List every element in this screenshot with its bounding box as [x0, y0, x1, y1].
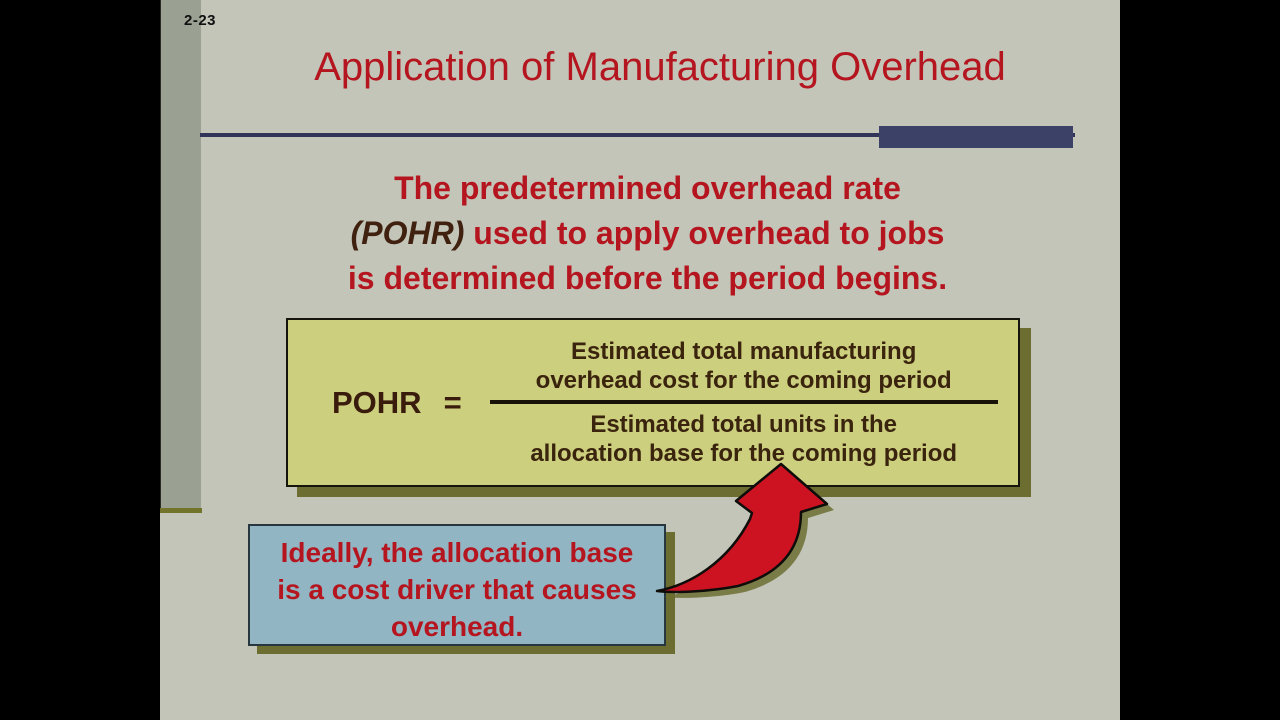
- formula-fraction: Estimated total manufacturing overhead c…: [489, 337, 998, 468]
- right-letterbox: [1120, 0, 1280, 720]
- formula-equals-sign: =: [443, 384, 462, 420]
- pohr-abbreviation: (POHR): [350, 215, 465, 251]
- intro-line-1: The predetermined overhead rate: [394, 170, 901, 206]
- denominator-line-1: Estimated total units in the: [590, 411, 898, 438]
- slide-title: Application of Manufacturing Overhead: [314, 45, 1006, 89]
- left-accent-bar-tick: [160, 508, 202, 513]
- allocation-base-callout: Ideally, the allocation base is a cost d…: [248, 524, 666, 646]
- formula-lhs-label: POHR: [332, 384, 422, 420]
- intro-text: The predetermined overhead rate (POHR) u…: [175, 166, 1120, 301]
- callout-line-3: overhead.: [390, 611, 524, 642]
- denominator-line-2: allocation base for the coming period: [530, 440, 958, 467]
- numerator-line-2: overhead cost for the coming period: [535, 367, 952, 394]
- numerator-line-1: Estimated total manufacturing: [571, 338, 917, 365]
- left-letterbox: [0, 0, 160, 720]
- fraction-numerator: Estimated total manufacturing overhead c…: [489, 337, 998, 404]
- pohr-formula-box: POHR = Estimated total manufacturing ove…: [286, 318, 1020, 487]
- curved-arrow-shadow: [664, 470, 834, 598]
- left-accent-bar: [160, 0, 201, 508]
- intro-line-2: (POHR) used to apply overhead to jobs: [175, 211, 1120, 256]
- presentation-slide: 2-23 Application of Manufacturing Overhe…: [160, 0, 1120, 720]
- intro-line-2-rest: used to apply overhead to jobs: [464, 215, 945, 251]
- slide-number: 2-23: [184, 12, 217, 29]
- title-underline: [200, 133, 1075, 137]
- callout-line-2: is a cost driver that causes: [277, 574, 637, 605]
- intro-line-3: is determined before the period begins.: [347, 260, 948, 296]
- title-underline-accent-block: [879, 126, 1073, 148]
- fraction-denominator: Estimated total units in the allocation …: [490, 404, 998, 468]
- callout-line-1: Ideally, the allocation base: [280, 537, 634, 568]
